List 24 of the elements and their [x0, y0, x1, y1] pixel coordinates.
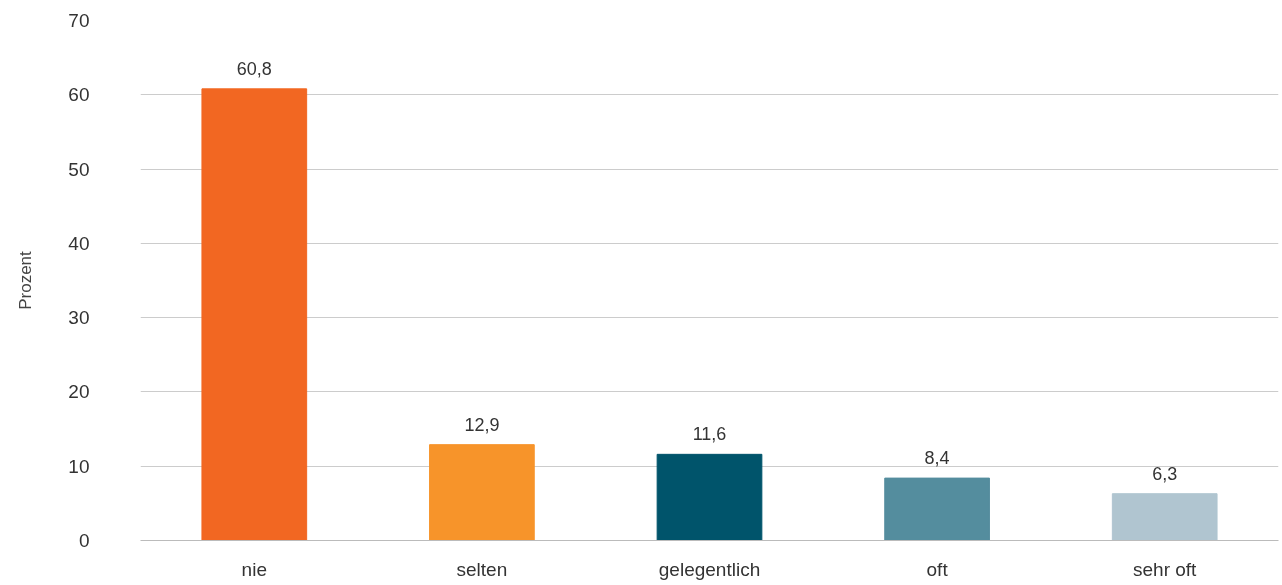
y-tick-label: 10	[68, 455, 90, 477]
data-label: 8,4	[924, 448, 950, 469]
bar	[656, 453, 763, 541]
y-tick-label: 50	[68, 158, 90, 180]
data-label: 60,8	[236, 58, 272, 79]
x-tick-label: nie	[241, 558, 267, 580]
x-tick-label: sehr oft	[1133, 558, 1198, 580]
x-tick-label: gelegentlich	[658, 558, 761, 580]
y-axis-title: Prozent	[16, 250, 36, 310]
y-tick-label: 0	[78, 530, 90, 551]
bar	[429, 444, 535, 541]
bar	[201, 88, 308, 541]
y-tick-label: 30	[68, 307, 90, 329]
y-tick-label: 60	[68, 84, 90, 106]
data-label: 11,6	[692, 424, 727, 445]
y-tick-label: 70	[68, 10, 90, 31]
data-label: 12,9	[464, 414, 500, 435]
bar	[884, 477, 990, 541]
x-tick-label: oft	[926, 558, 949, 580]
y-tick-label: 40	[68, 232, 90, 254]
x-tick-label: selten	[456, 558, 508, 580]
bar	[1111, 493, 1218, 541]
y-tick-label: 20	[68, 381, 90, 403]
data-label: 6,3	[1152, 463, 1178, 484]
